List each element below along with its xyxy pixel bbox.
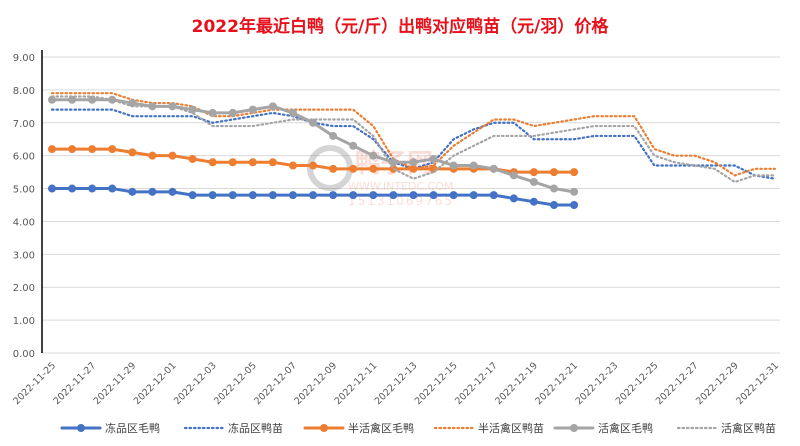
- y-tick-label: 8.00: [13, 86, 35, 97]
- data-point: [329, 191, 338, 200]
- data-point: [68, 184, 77, 193]
- data-point: [268, 158, 277, 167]
- data-point: [48, 184, 56, 193]
- data-point: [489, 164, 498, 173]
- data-point: [529, 177, 538, 186]
- data-point: [550, 184, 558, 193]
- legend-label: 冻品区鸭苗: [228, 421, 283, 435]
- data-point: [68, 145, 77, 154]
- legend-marker: [77, 424, 85, 432]
- data-point: [409, 191, 418, 200]
- data-point: [88, 184, 97, 193]
- data-point: [550, 168, 558, 177]
- data-point: [369, 191, 378, 200]
- data-point: [309, 118, 318, 127]
- series-line-5: [50, 95, 776, 184]
- y-tick-label: 9.00: [13, 53, 35, 64]
- y-tick-label: 6.00: [13, 152, 35, 163]
- chart-title: 2022年最近白鸭（元/斤）出鸭对应鸭苗（元/羽）价格: [191, 17, 609, 37]
- data-point: [128, 148, 137, 157]
- data-point: [148, 151, 157, 160]
- data-point: [329, 131, 338, 140]
- data-point: [570, 168, 579, 177]
- data-point: [148, 102, 157, 111]
- data-point: [168, 151, 177, 160]
- data-point: [208, 158, 217, 167]
- data-point: [268, 102, 277, 111]
- legend-label: 活禽区鸭苗: [721, 421, 776, 435]
- data-point: [108, 145, 117, 154]
- data-point: [309, 161, 318, 170]
- data-point: [529, 197, 538, 206]
- data-point: [449, 191, 458, 200]
- data-point: [509, 171, 518, 180]
- legend-label: 冻品区毛鸭: [105, 421, 160, 435]
- data-point: [389, 191, 398, 200]
- data-point: [369, 164, 378, 173]
- data-point: [349, 191, 358, 200]
- data-point: [369, 151, 378, 160]
- data-point: [409, 158, 418, 167]
- y-tick-label: 3.00: [13, 250, 35, 261]
- y-tick-label: 1.00: [13, 316, 35, 327]
- series-line-1: [50, 108, 776, 180]
- legend-label: 半活禽区鸭苗: [478, 421, 544, 435]
- data-point: [228, 158, 237, 167]
- data-point: [349, 141, 358, 150]
- data-point: [248, 158, 257, 167]
- data-point: [168, 187, 177, 196]
- data-point: [228, 191, 237, 200]
- data-point: [228, 108, 237, 117]
- data-point: [469, 191, 478, 200]
- data-point: [309, 191, 318, 200]
- data-point: [449, 161, 458, 170]
- data-point: [509, 194, 518, 203]
- svg-text:WWW.INTEDC.COM: WWW.INTEDC.COM: [348, 180, 453, 193]
- data-point: [429, 191, 438, 200]
- data-point: [248, 191, 257, 200]
- data-point: [48, 95, 56, 104]
- data-point: [570, 187, 579, 196]
- data-point: [248, 105, 257, 114]
- data-point: [128, 187, 137, 196]
- data-point: [188, 154, 197, 163]
- y-tick-label: 7.00: [13, 119, 35, 130]
- data-point: [529, 168, 538, 177]
- legend-label: 半活禽区毛鸭: [348, 421, 414, 435]
- data-point: [268, 191, 277, 200]
- data-point: [570, 201, 579, 209]
- data-point: [288, 191, 297, 200]
- data-point: [389, 158, 398, 167]
- data-point: [88, 145, 97, 154]
- data-point: [288, 161, 297, 170]
- legend-marker: [320, 424, 328, 432]
- data-point: [329, 164, 338, 173]
- data-point: [469, 161, 478, 170]
- data-point: [148, 187, 157, 196]
- x-tick-label: 2022-12-31: [734, 360, 781, 407]
- data-point: [208, 191, 217, 200]
- data-point: [68, 95, 77, 104]
- data-point: [128, 99, 137, 108]
- y-tick-label: 0.00: [13, 349, 35, 360]
- data-point: [48, 145, 56, 154]
- data-point: [288, 108, 297, 117]
- legend-label: 活禽区毛鸭: [598, 421, 653, 435]
- data-point: [349, 164, 358, 173]
- data-point: [489, 191, 498, 200]
- y-tick-label: 4.00: [13, 217, 35, 228]
- y-tick-label: 2.00: [13, 283, 35, 294]
- y-tick-label: 5.00: [13, 185, 35, 196]
- data-point: [429, 154, 438, 163]
- data-point: [208, 108, 217, 117]
- data-point: [550, 201, 558, 209]
- legend-marker: [570, 424, 578, 432]
- data-point: [108, 184, 117, 193]
- data-point: [188, 191, 197, 200]
